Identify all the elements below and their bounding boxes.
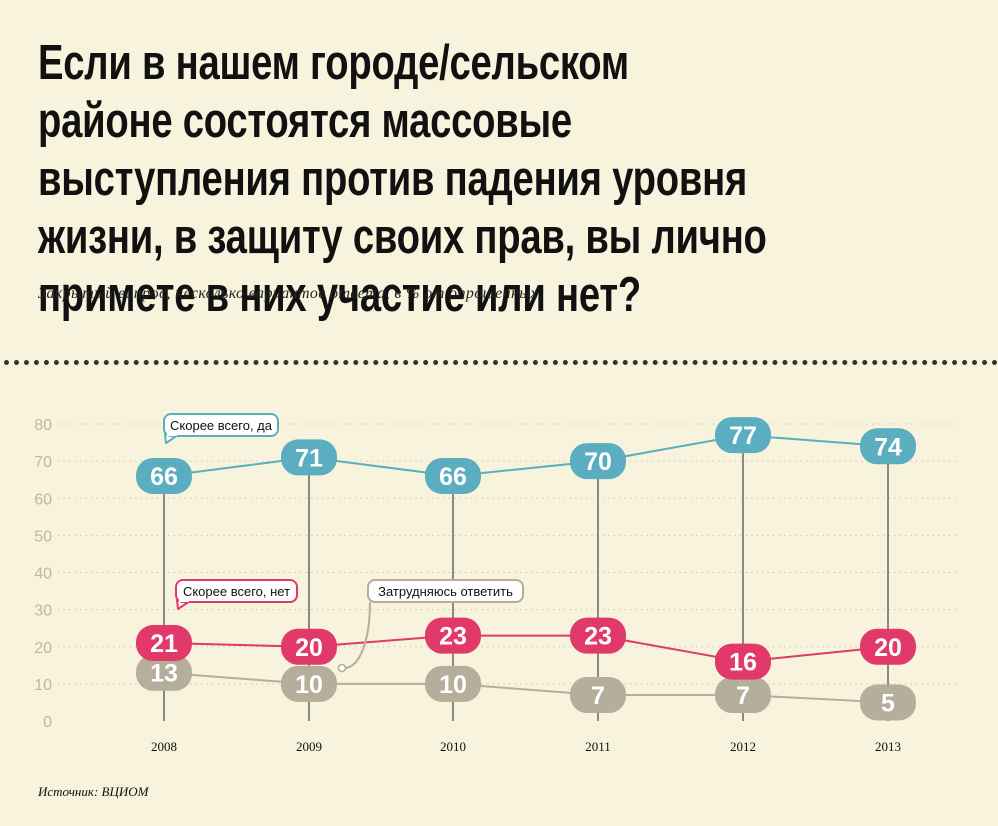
data-pill	[136, 457, 192, 494]
data-label: 66	[150, 463, 178, 491]
legend-label: Скорее всего, да	[170, 418, 273, 433]
x-tick-label: 2010	[440, 739, 466, 754]
y-tick-label: 50	[34, 528, 52, 545]
data-pill	[136, 654, 192, 691]
data-pill	[715, 417, 771, 454]
data-label: 16	[729, 649, 757, 677]
callout-box	[163, 413, 279, 437]
data-pill	[570, 617, 626, 654]
y-tick-label: 10	[34, 677, 52, 694]
callout-dot	[337, 663, 347, 673]
data-pill	[860, 428, 916, 465]
data-pill	[281, 665, 337, 702]
data-label: 66	[439, 463, 467, 491]
year-stems	[163, 435, 889, 721]
callout-box	[367, 579, 524, 603]
data-pill	[425, 617, 481, 654]
data-pill	[860, 684, 916, 721]
callout-connector	[343, 601, 371, 669]
series-lines	[163, 434, 889, 704]
data-pill	[425, 665, 481, 702]
callout-mask	[179, 598, 189, 602]
data-pill	[281, 628, 337, 665]
data-pill	[715, 677, 771, 714]
legend-label: Скорее всего, нет	[183, 584, 290, 599]
data-pill	[281, 439, 337, 476]
y-tick-label: 70	[34, 454, 52, 471]
x-axis-ticks: 2008 2009 2010 2011 2012 2013	[151, 739, 901, 754]
data-label: 7	[736, 682, 750, 710]
chart-subtitle: Закрытый вопрос, несколько вариантов отв…	[38, 285, 539, 302]
x-tick-label: 2012	[730, 739, 756, 754]
x-tick-label: 2011	[585, 739, 611, 754]
data-pill	[136, 625, 192, 662]
data-label: 74	[874, 433, 902, 461]
y-tick-label: 80	[34, 417, 52, 434]
data-label: 70	[584, 448, 612, 476]
data-label: 77	[729, 422, 757, 450]
x-tick-label: 2013	[875, 739, 901, 754]
y-tick-label: 30	[34, 603, 52, 620]
data-label: 10	[439, 671, 467, 699]
y-tick-label: 40	[34, 566, 52, 583]
data-label: 23	[439, 623, 467, 651]
data-label: 71	[295, 444, 323, 472]
chart-grid	[58, 423, 960, 685]
series-line	[163, 434, 889, 477]
data-label: 10	[295, 671, 323, 699]
y-axis-ticks: 0 10 20 30 40 50 60 70 80	[34, 417, 52, 731]
legend-label: Затрудняюсь ответить	[378, 584, 513, 599]
callout-box	[175, 579, 298, 603]
data-label: 20	[874, 634, 902, 662]
data-label: 13	[150, 660, 178, 688]
data-pill	[860, 628, 916, 665]
data-label: 21	[150, 630, 178, 658]
dotted-divider	[4, 360, 998, 365]
y-tick-label: 20	[34, 640, 52, 657]
callout-mask	[167, 432, 177, 436]
y-tick-label: 0	[43, 714, 52, 731]
page-title: Если в нашем городе/сельском районе сост…	[38, 36, 767, 322]
x-tick-label: 2008	[151, 739, 177, 754]
data-label: 20	[295, 634, 323, 662]
series-line	[163, 671, 889, 704]
data-pill	[570, 677, 626, 714]
data-pill	[425, 457, 481, 494]
y-tick-label: 60	[34, 491, 52, 508]
legend-callouts: Скорее всего, да Скорее всего, нет Затрудн…	[163, 413, 524, 673]
data-label: 7	[591, 682, 605, 710]
data-pill	[570, 443, 626, 480]
data-label: 5	[881, 689, 895, 717]
x-tick-label: 2009	[296, 739, 322, 754]
series-line	[163, 634, 889, 663]
source-note: Источник: ВЦИОМ	[38, 784, 149, 799]
data-label: 23	[584, 623, 612, 651]
data-pill	[715, 643, 771, 680]
